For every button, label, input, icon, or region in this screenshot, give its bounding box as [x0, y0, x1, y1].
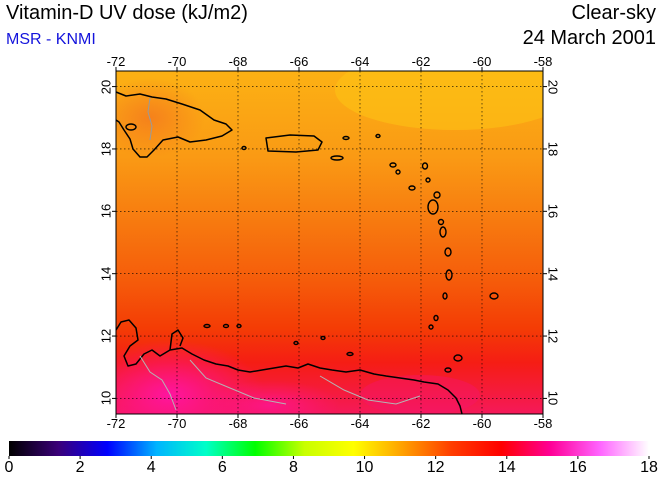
colorbar-label: 10	[355, 459, 374, 476]
top-longitude-label: -62	[411, 54, 431, 69]
top-longitude-label: -64	[350, 54, 370, 69]
left-latitude-label: 14	[98, 266, 114, 281]
bottom-longitude-label: -58	[533, 416, 553, 431]
colorbar-label: 4	[146, 459, 156, 476]
top-longitude-label: -58	[533, 54, 553, 69]
sky-condition-label: Clear-sky	[571, 2, 656, 24]
lesser-antilles-islands	[125, 123, 499, 373]
right-latitude-label: 12	[545, 328, 561, 344]
bottom-longitude-label: -64	[350, 416, 370, 431]
bottom-longitude-label: -72	[106, 416, 126, 431]
colorbar-label: 18	[640, 459, 658, 476]
right-latitude-label: 18	[545, 141, 561, 157]
top-longitude-label: -66	[289, 54, 309, 69]
hispaniola-coast	[115, 91, 233, 158]
inland-borders	[139, 355, 421, 411]
hispaniola-border	[147, 97, 153, 141]
left-latitude-label: 12	[98, 328, 114, 344]
top-longitude-label: -60	[472, 54, 492, 69]
colorbar-label: 8	[288, 459, 298, 476]
left-latitude-label: 20	[98, 79, 114, 94]
map-frame	[115, 70, 544, 415]
bottom-longitude-label: -62	[411, 416, 431, 431]
colorbar	[9, 441, 649, 456]
bottom-longitude-label: -68	[228, 416, 248, 431]
date-label: 24 March 2001	[522, 27, 656, 49]
left-latitude-label: 18	[98, 141, 114, 157]
venezuela-coast	[115, 319, 463, 415]
colorbar-label: 6	[217, 459, 227, 476]
map-title: Vitamin-D UV dose (kJ/m2)	[6, 2, 248, 24]
coastlines	[115, 91, 463, 415]
puerto-rico-coast	[265, 134, 323, 153]
colorbar-label: 14	[497, 459, 516, 476]
bottom-longitude-label: -60	[472, 416, 492, 431]
left-latitude-label: 10	[98, 391, 114, 406]
colorbar-label: 0	[4, 459, 14, 476]
right-latitude-label: 16	[545, 204, 561, 219]
colorbar-ticks	[8, 456, 650, 459]
left-latitude-label: 16	[98, 204, 114, 219]
top-longitude-label: -70	[167, 54, 187, 69]
bottom-longitude-label: -66	[289, 416, 309, 431]
top-longitude-label: -68	[228, 54, 248, 69]
top-longitude-label: -72	[106, 54, 126, 69]
right-latitude-label: 10	[545, 391, 561, 406]
uv-field	[116, 71, 543, 414]
right-latitude-label: 20	[545, 79, 561, 94]
frame-ticks	[112, 67, 547, 418]
colorbar-label: 12	[426, 459, 445, 476]
bottom-longitude-label: -70	[167, 416, 187, 431]
colorbar-label: 2	[75, 459, 85, 476]
source-label: MSR - KNMI	[6, 31, 96, 48]
paraguana-coast	[169, 329, 184, 351]
colorbar-label: 16	[568, 459, 587, 476]
right-latitude-label: 14	[545, 266, 561, 281]
